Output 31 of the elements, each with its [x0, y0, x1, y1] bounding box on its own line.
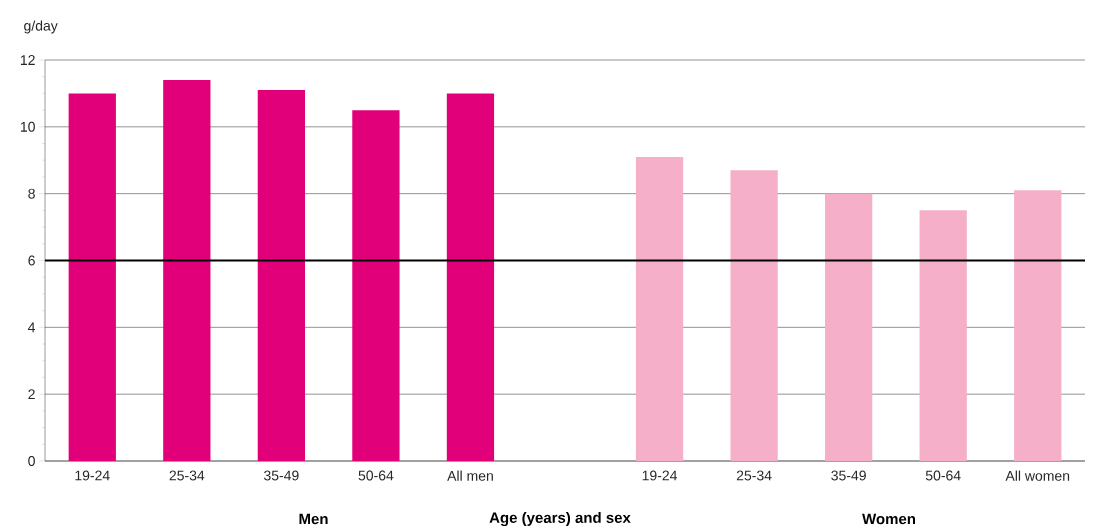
y-tick-label: 0	[28, 456, 35, 466]
x-tick-label: 35-49	[264, 470, 299, 481]
x-tick-label: 25-34	[736, 470, 772, 481]
y-tick-label: 8	[28, 188, 35, 199]
text: Women	[862, 513, 916, 525]
y-tick-label: 10	[20, 121, 35, 132]
x-tick-label: 25-34	[169, 470, 205, 481]
bar	[352, 110, 400, 461]
y-tick-label: 2	[28, 389, 35, 400]
bar	[730, 170, 778, 461]
text: Men	[299, 513, 328, 525]
x-tick-label: 19-24	[642, 470, 678, 481]
x-tick-label: 19-24	[75, 470, 110, 481]
x-tick-label: All men	[447, 470, 493, 481]
bar	[1014, 190, 1062, 461]
bar	[635, 156, 684, 461]
bar	[68, 93, 116, 461]
x-axis-title: Age (years) and sex	[489, 511, 631, 527]
x-tick-label: 50-64	[358, 470, 394, 481]
y-tick-label: 6	[28, 255, 35, 266]
bar	[919, 210, 967, 461]
x-tick-label: All women	[1005, 470, 1070, 481]
y-axis-title: g/day	[24, 20, 58, 34]
bar	[163, 80, 211, 461]
x-tick-label: 35-49	[831, 470, 866, 481]
x-tick-label: 50-64	[925, 470, 961, 481]
bar	[257, 90, 306, 461]
y-tick-label: 12	[20, 55, 35, 65]
bar	[446, 93, 495, 461]
y-tick-label: 4	[28, 322, 36, 333]
bar	[825, 193, 873, 461]
